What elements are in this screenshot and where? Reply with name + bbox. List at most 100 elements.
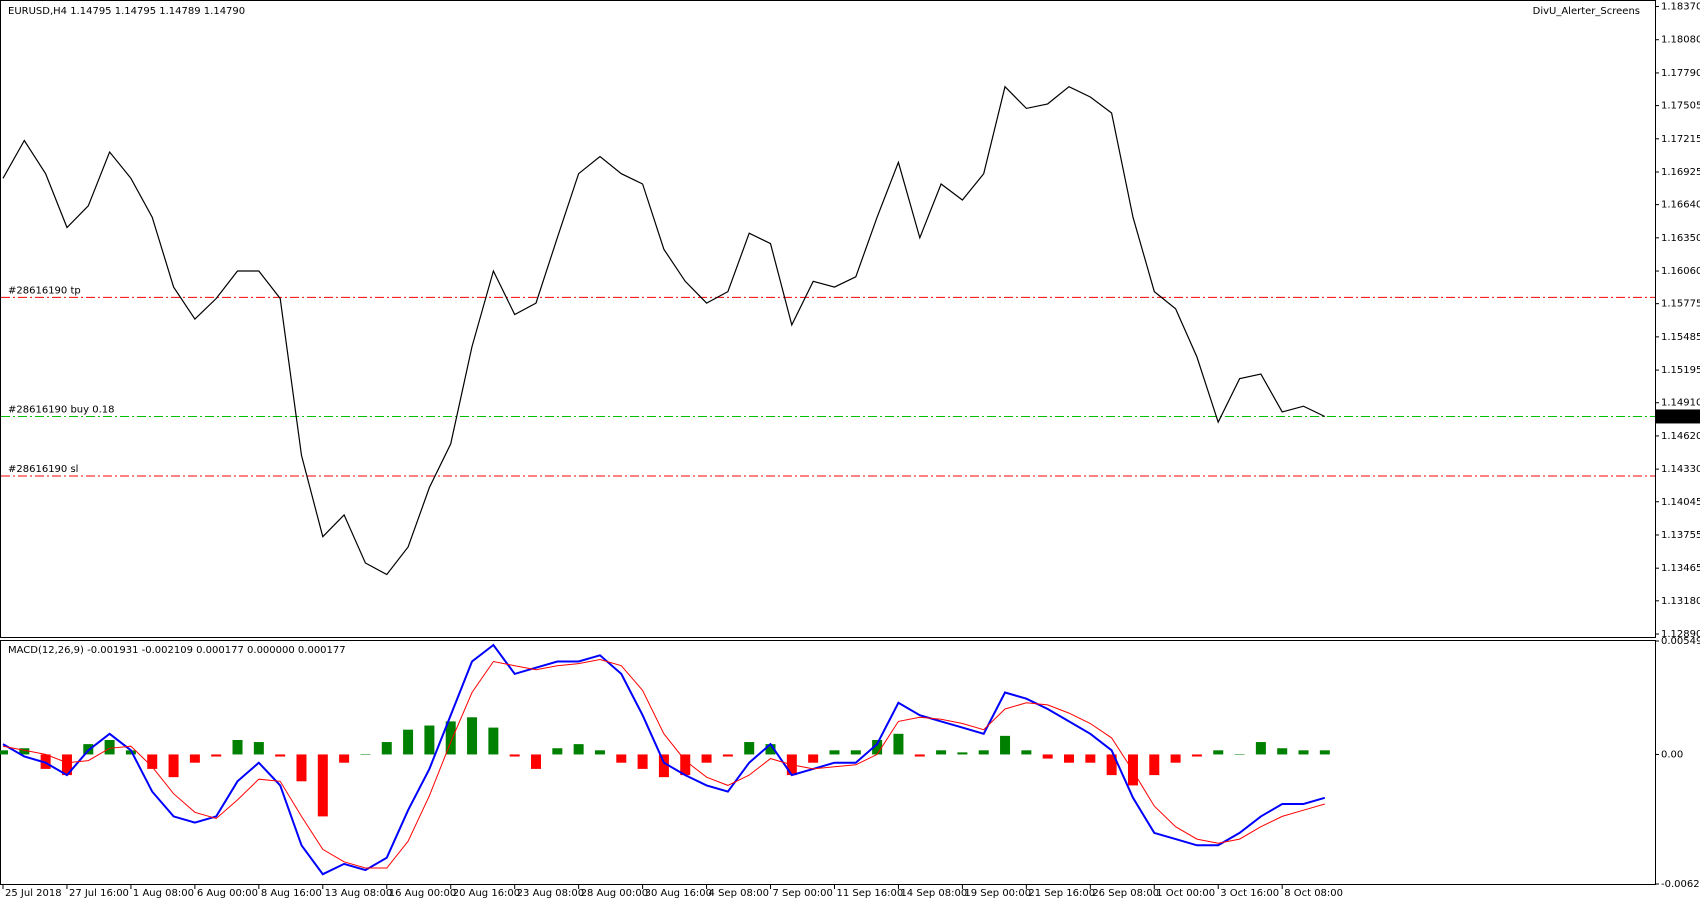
histogram-bar [872,739,883,755]
x-tick-label: 26 Sep 08:00 [1092,888,1159,899]
histogram-bar [936,750,947,755]
histogram-bar [1127,754,1138,786]
histogram-bar [744,742,755,755]
x-tick-label: 1 Oct 00:00 [1156,888,1215,899]
histogram-bar [1042,754,1053,759]
histogram-bar [1000,735,1011,755]
macd-title: MACD(12,26,9) -0.001931 -0.002109 0.0001… [8,645,346,656]
x-tick-label: 13 Aug 08:00 [325,888,392,899]
y-tick-label: 1.14910 [1661,398,1700,409]
y-tick-label: 1.16640 [1661,200,1700,211]
y-tick-label: -0.006274 [1661,879,1700,890]
histogram-bar [765,744,776,755]
histogram-bar [467,717,478,755]
x-tick-label: 20 Aug 16:00 [453,888,520,899]
x-tick-label: 30 Aug 16:00 [645,888,712,899]
y-tick-label: 1.14330 [1661,464,1700,475]
histogram-bar [701,754,712,763]
y-tick-label: 1.13755 [1661,530,1700,541]
indicator-name: DivU_Alerter_Screens [1533,6,1640,17]
histogram-bar [0,750,8,755]
histogram-bar [360,754,371,755]
histogram-bar [61,754,72,776]
histogram-bar [1234,754,1245,755]
histogram-bar [1021,750,1032,755]
x-tick-label: 7 Sep 00:00 [773,888,833,899]
y-tick-label: 0.00 [1661,749,1683,760]
histogram-bar [403,729,414,755]
price-line [2,85,1326,576]
histogram-bar [232,739,243,755]
histogram-bar [573,744,584,755]
histogram-bar [381,742,392,755]
x-tick-label: 11 Sep 16:00 [836,888,903,899]
histogram-bar [147,754,158,769]
histogram-bar [1213,750,1224,755]
order-label: #28616190 buy 0.18 [8,404,115,415]
x-tick-label: 4 Sep 08:00 [709,888,769,899]
histogram-bar [637,754,648,769]
y-tick-label: 1.16350 [1661,233,1700,244]
y-tick-label: 1.13180 [1661,596,1700,607]
y-tick-label: 1.15195 [1661,365,1700,376]
y-tick-label: 1.17215 [1661,134,1700,145]
histogram-bar [552,748,563,755]
y-tick-label: 1.17790 [1661,68,1700,79]
histogram-bar [808,754,819,763]
histogram-bar [978,750,989,755]
histogram-bar [594,750,605,755]
chart-title: EURUSD,H4 1.14795 1.14795 1.14789 1.1479… [8,6,245,17]
histogram-bar [1085,754,1096,763]
main-panel [0,0,1656,638]
macd-panel [0,640,1656,885]
current-price-label: 1.14790 [1661,411,1700,422]
y-tick-label: 1.17505 [1661,101,1700,112]
x-tick-label: 8 Oct 08:00 [1284,888,1343,899]
histogram-bar [275,754,286,757]
y-tick-label: 1.18370 [1661,2,1700,13]
histogram-bar [1191,754,1202,757]
x-tick-label: 3 Oct 16:00 [1220,888,1279,899]
current-price-box [1656,409,1700,424]
x-tick-label: 1 Aug 08:00 [133,888,194,899]
histogram-bar [211,754,222,757]
histogram-bar [19,748,30,755]
x-tick-label: 27 Jul 16:00 [69,888,129,899]
x-tick-label: 28 Aug 00:00 [581,888,648,899]
histogram-bar [658,754,669,778]
histogram-bar [104,739,115,755]
y-tick-label: 1.14620 [1661,431,1700,442]
x-tick-label: 25 Jul 2018 [5,888,62,899]
histogram-bar [488,727,499,755]
histogram-bar [1064,754,1074,763]
histogram-bar [253,742,264,755]
histogram-bar [424,725,435,755]
y-tick-label: 0.005494 [1661,636,1700,647]
histogram-bar [680,754,691,776]
histogram-bar [829,750,840,755]
histogram-bar [168,754,179,778]
y-tick-label: 1.16060 [1661,266,1700,277]
histogram-bar [1277,748,1288,755]
histogram-bar [1255,742,1266,755]
x-tick-label: 21 Sep 16:00 [1028,888,1095,899]
histogram-bar [893,733,904,755]
y-tick-label: 1.15775 [1661,299,1700,310]
histogram-bar [850,750,861,755]
order-label: #28616190 sl [8,464,78,475]
x-tick-label: 14 Sep 08:00 [900,888,967,899]
y-tick-label: 1.13465 [1661,563,1700,574]
macd-line [2,643,1326,876]
y-tick-label: 1.14045 [1661,497,1700,508]
histogram-bar [339,754,350,763]
histogram-bar [1106,754,1117,776]
histogram-bar [1319,750,1330,755]
histogram-bar [189,754,200,763]
x-tick-label: 16 Aug 00:00 [389,888,456,899]
histogram-bar [317,754,328,817]
x-tick-label: 23 Aug 08:00 [517,888,584,899]
histogram-bar [296,754,307,782]
y-tick-label: 1.16925 [1661,167,1700,178]
